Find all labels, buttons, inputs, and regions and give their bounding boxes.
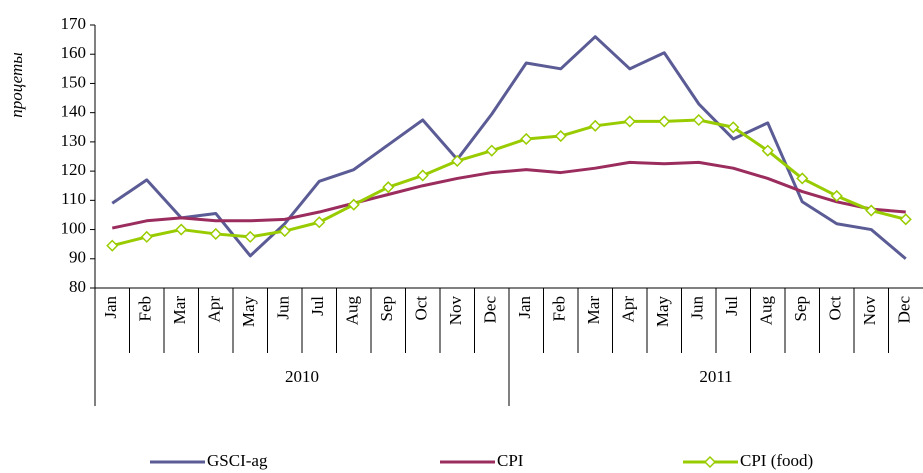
marker [554, 129, 567, 143]
marker [140, 230, 153, 243]
marker [761, 144, 774, 157]
group-label: 2011 [699, 367, 732, 386]
marker [899, 213, 912, 226]
marker [451, 154, 464, 167]
y-tick-label: 150 [61, 72, 87, 91]
marker [244, 230, 257, 243]
marker [796, 172, 809, 185]
line-series [111, 160, 906, 230]
marker [589, 119, 602, 132]
x-tick-label: Aug [757, 296, 776, 326]
y-tick-label: 130 [61, 131, 87, 150]
group-label: 2010 [285, 367, 319, 386]
x-tick-label: Jun [274, 296, 293, 320]
legend-label: GSCI-ag [207, 451, 268, 470]
y-tick-label: 90 [69, 248, 86, 267]
x-tick-label: Jul [308, 296, 327, 316]
marker [416, 169, 429, 182]
x-tick-label: Dec [481, 296, 500, 324]
marker [485, 144, 498, 157]
legend-label: CPI [497, 451, 524, 470]
y-tick-label: 160 [61, 43, 87, 62]
x-tick-label: Sep [791, 296, 810, 322]
x-tick-label: Oct [412, 296, 431, 321]
marker [692, 113, 705, 127]
y-tick-label: 110 [61, 189, 86, 208]
x-tick-label: Nov [860, 296, 879, 326]
legend-marker [703, 455, 717, 469]
marker [382, 181, 395, 194]
line-series [111, 118, 907, 248]
marker [865, 204, 878, 217]
legend-label: CPI (food) [740, 451, 813, 470]
y-tick-label: 140 [61, 102, 87, 121]
x-tick-label: Mar [584, 296, 603, 325]
line-series [111, 35, 907, 260]
x-tick-label: Nov [446, 296, 465, 326]
marker [520, 132, 533, 146]
x-tick-label: May [239, 296, 258, 328]
y-tick-label: 170 [61, 14, 87, 33]
marker [106, 239, 119, 252]
x-tick-label: Jan [515, 296, 534, 319]
marker [623, 115, 636, 128]
x-tick-label: Oct [826, 296, 845, 321]
y-tick-label: 120 [61, 160, 87, 179]
x-tick-label: Feb [136, 296, 155, 322]
marker [313, 216, 326, 229]
x-tick-label: Jul [722, 296, 741, 316]
marker [278, 224, 291, 238]
y-tick-label: 80 [69, 277, 86, 296]
marker [175, 223, 188, 236]
marker [209, 227, 222, 240]
marker [658, 115, 671, 128]
x-tick-label: Dec [895, 296, 914, 324]
marker [347, 198, 360, 211]
x-tick-label: Sep [377, 296, 396, 322]
marker [727, 121, 740, 134]
x-tick-label: Mar [170, 296, 189, 325]
x-tick-label: Aug [343, 296, 362, 326]
x-tick-label: Apr [205, 296, 224, 323]
marker [830, 189, 843, 203]
y-tick-label: 100 [61, 218, 87, 237]
x-tick-label: May [653, 296, 672, 328]
x-tick-label: Jun [688, 296, 707, 320]
y-axis-label: процеты [7, 52, 26, 118]
x-tick-label: Jan [101, 296, 120, 319]
x-tick-label: Feb [550, 296, 569, 322]
x-tick-label: Apr [619, 296, 638, 323]
